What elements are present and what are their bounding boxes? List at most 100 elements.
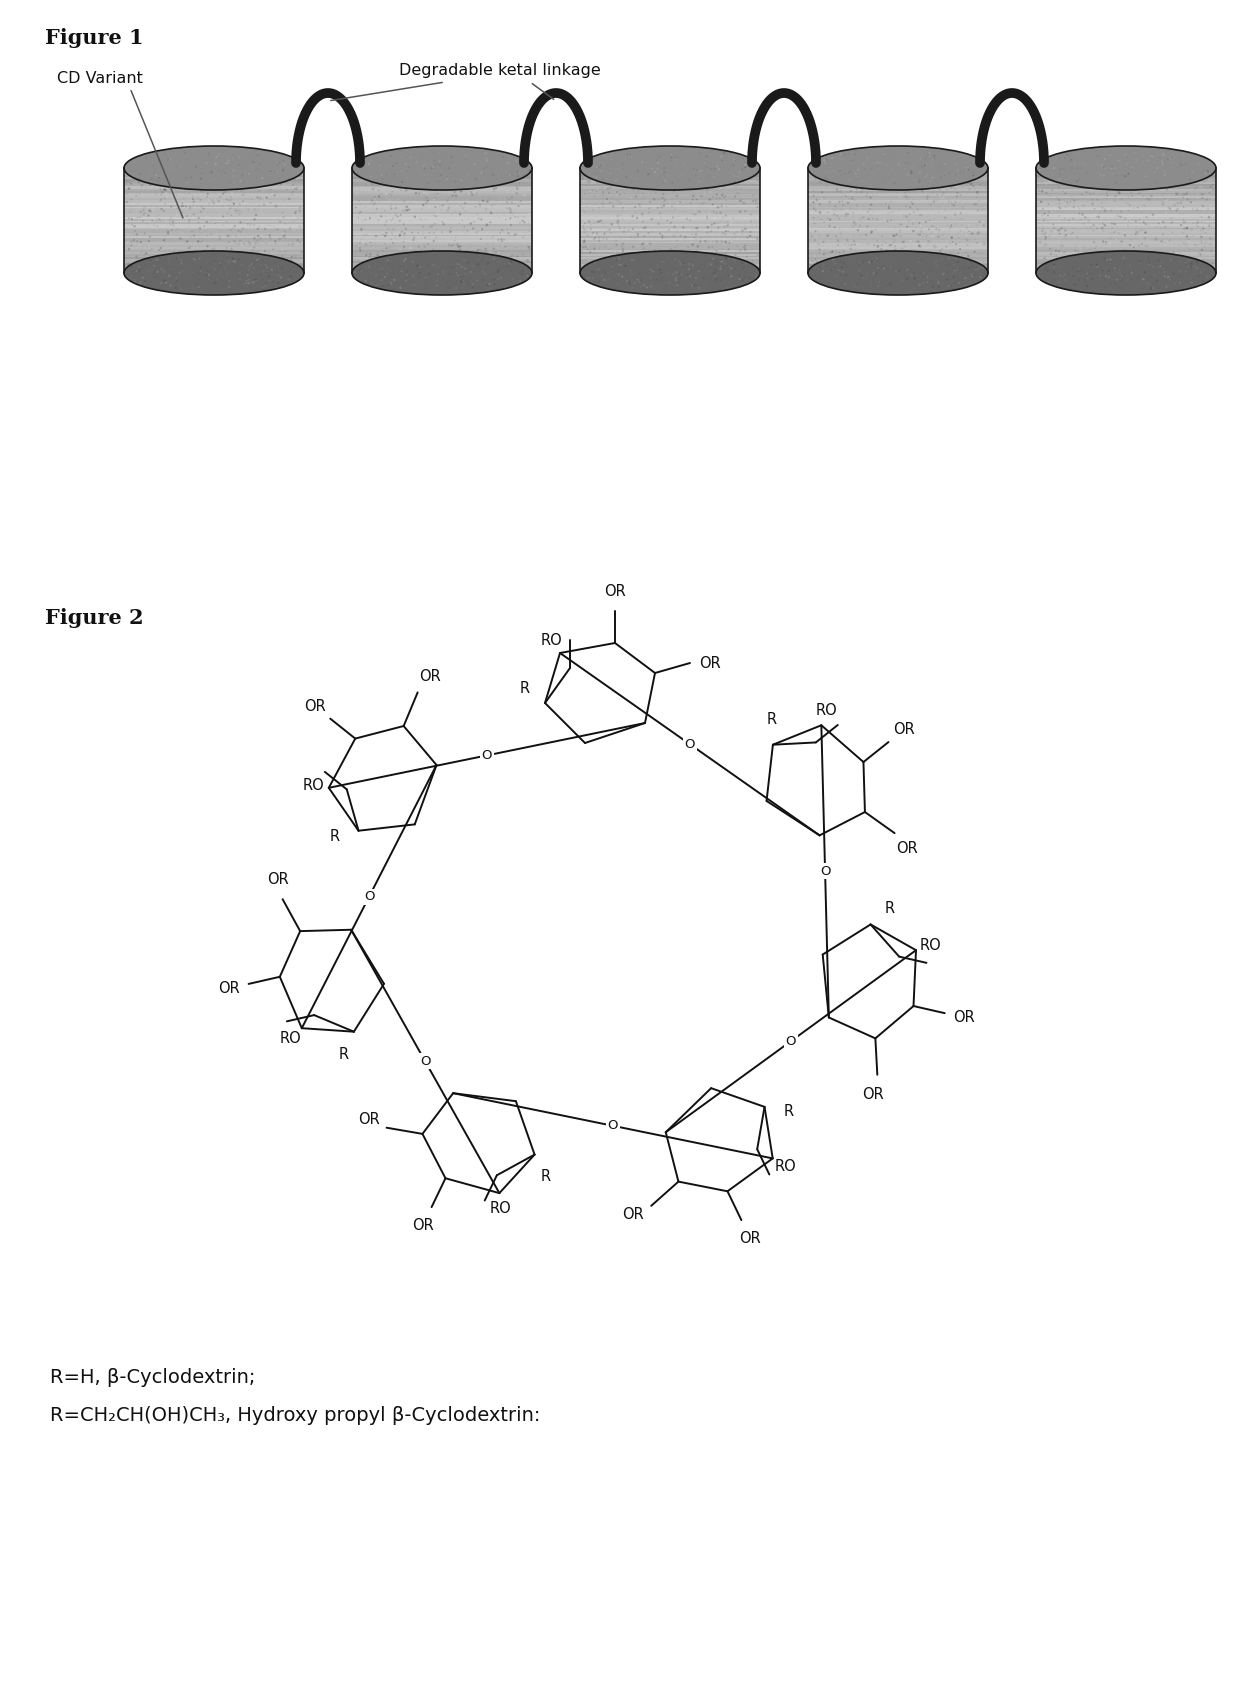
Point — [952, 194, 972, 221]
Point — [1069, 194, 1089, 221]
Point — [846, 160, 866, 187]
Point — [1121, 175, 1141, 202]
Point — [350, 192, 370, 219]
Point — [458, 187, 477, 214]
Point — [231, 197, 250, 224]
Point — [1202, 161, 1221, 188]
Point — [417, 190, 436, 217]
Point — [515, 231, 534, 258]
Point — [1178, 253, 1198, 280]
Point — [652, 241, 672, 268]
Point — [366, 272, 386, 299]
Point — [229, 238, 249, 265]
Point — [887, 185, 906, 212]
Point — [704, 211, 724, 238]
Point — [655, 170, 675, 197]
Point — [1044, 251, 1064, 278]
Point — [202, 160, 222, 187]
Bar — [580, 248, 760, 251]
Bar — [124, 168, 304, 170]
Point — [386, 168, 405, 195]
Point — [1189, 170, 1209, 197]
Point — [1043, 165, 1063, 192]
Point — [962, 163, 982, 190]
Point — [218, 222, 238, 250]
Point — [1116, 175, 1136, 202]
Point — [624, 239, 644, 267]
Point — [880, 160, 900, 187]
Point — [889, 151, 909, 178]
Point — [234, 224, 254, 251]
Bar — [580, 267, 760, 268]
Point — [1192, 180, 1211, 207]
Point — [360, 253, 379, 280]
Point — [366, 261, 386, 289]
Point — [884, 199, 904, 226]
Point — [577, 216, 596, 243]
Point — [665, 170, 684, 197]
Point — [883, 241, 903, 268]
Point — [888, 248, 908, 275]
Point — [397, 158, 417, 185]
Point — [278, 168, 298, 195]
Point — [277, 171, 296, 199]
Text: RO: RO — [490, 1200, 512, 1216]
Point — [428, 200, 448, 228]
Point — [945, 156, 965, 183]
Point — [874, 255, 894, 282]
Point — [357, 270, 377, 297]
Point — [1118, 149, 1138, 177]
Point — [461, 258, 481, 285]
Point — [867, 246, 887, 273]
Point — [924, 188, 944, 216]
Ellipse shape — [124, 251, 304, 295]
Point — [262, 256, 281, 284]
Point — [914, 258, 934, 285]
Bar — [808, 192, 988, 195]
Point — [219, 267, 239, 294]
Point — [226, 163, 246, 190]
Point — [1188, 251, 1208, 278]
Point — [605, 171, 625, 199]
Point — [861, 241, 880, 268]
Point — [574, 219, 594, 246]
Point — [883, 248, 903, 275]
Point — [1037, 255, 1056, 282]
Point — [972, 197, 992, 224]
Point — [1120, 253, 1140, 280]
Point — [836, 246, 856, 273]
Point — [484, 163, 503, 190]
Point — [861, 246, 880, 273]
Point — [1189, 148, 1209, 175]
Point — [665, 178, 684, 205]
Point — [280, 195, 300, 222]
Point — [605, 239, 625, 267]
Point — [660, 148, 680, 175]
Point — [585, 236, 605, 263]
Point — [967, 165, 987, 192]
Point — [696, 158, 715, 185]
Point — [374, 241, 394, 268]
Point — [1043, 168, 1063, 195]
Point — [1136, 211, 1156, 238]
Point — [952, 245, 972, 272]
Point — [234, 270, 254, 297]
Point — [446, 258, 466, 285]
Point — [857, 212, 877, 239]
Point — [410, 205, 430, 233]
Point — [833, 160, 853, 187]
Point — [432, 195, 451, 222]
Point — [1056, 267, 1076, 294]
Point — [966, 175, 986, 202]
Point — [388, 202, 408, 229]
Point — [167, 216, 187, 243]
Point — [932, 253, 952, 280]
Point — [496, 185, 516, 212]
Point — [661, 163, 681, 190]
Point — [272, 178, 291, 205]
Point — [155, 229, 175, 256]
Point — [492, 272, 512, 299]
Point — [630, 194, 650, 221]
Point — [595, 165, 615, 192]
Point — [655, 250, 675, 277]
